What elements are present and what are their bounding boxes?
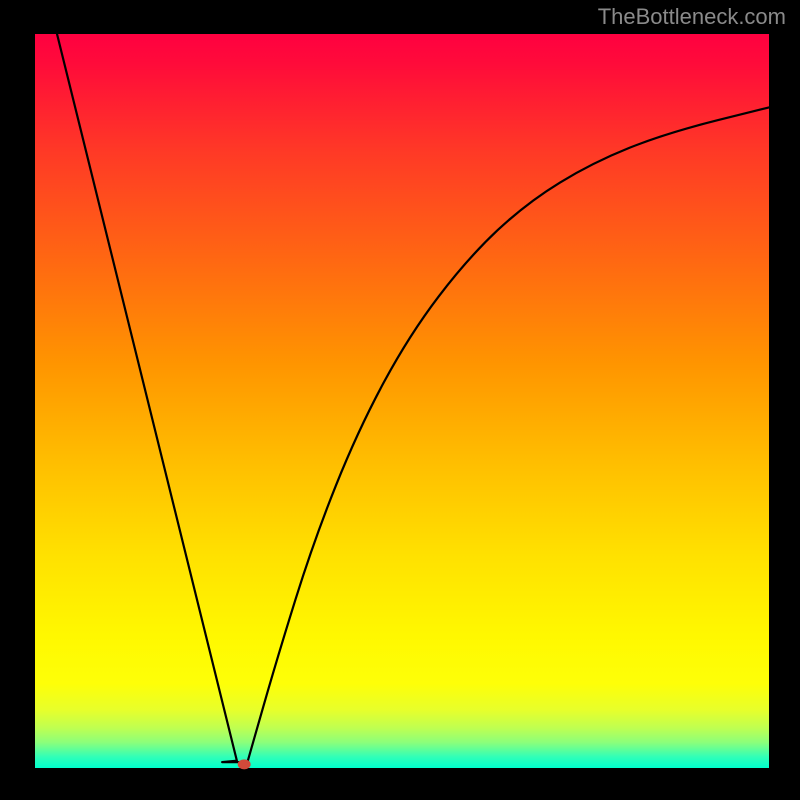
optimal-marker (238, 759, 251, 769)
plot-background (35, 34, 769, 768)
bottleneck-chart (0, 0, 800, 800)
chart-frame: TheBottleneck.com (0, 0, 800, 800)
watermark-text: TheBottleneck.com (598, 4, 786, 30)
